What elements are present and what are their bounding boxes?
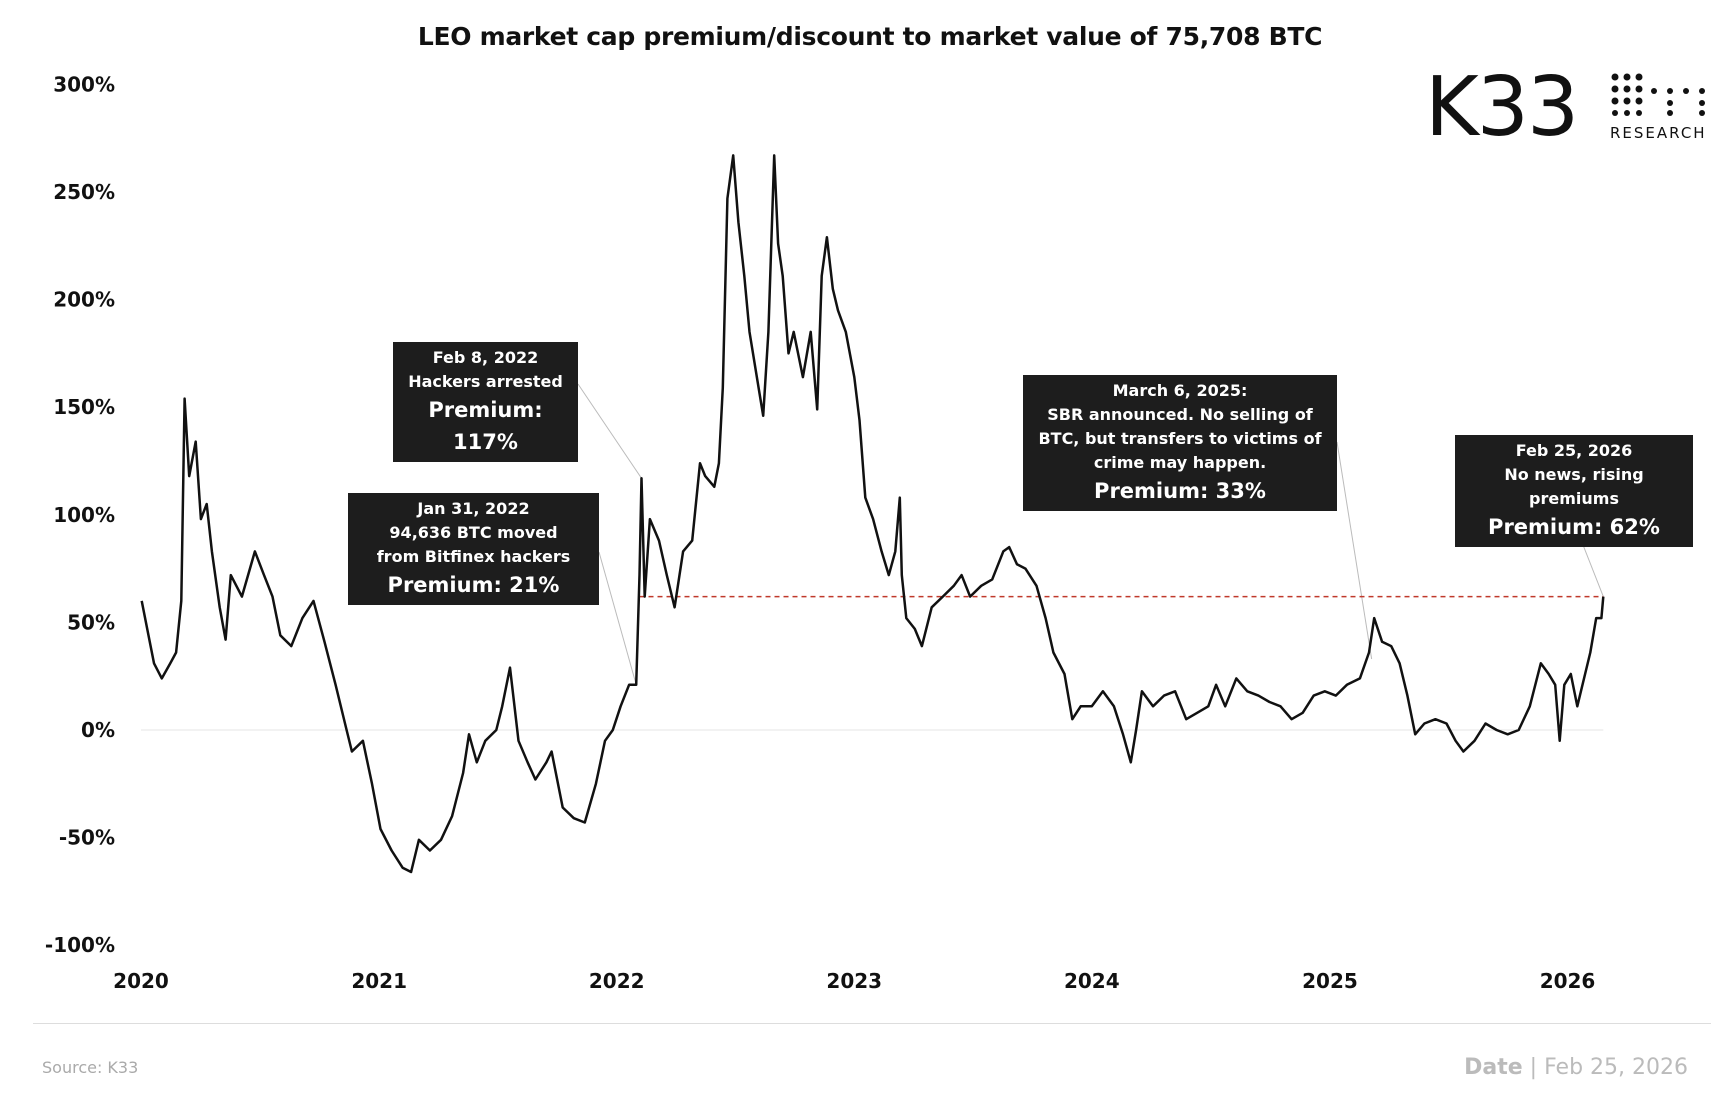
- annotation-text: 94,636 BTC moved from Bitfinex hackers: [376, 523, 571, 566]
- annotation-feb-8-2022: Feb 8, 2022 Hackers arrested Premium: 11…: [393, 342, 578, 462]
- y-tick-label: -100%: [45, 933, 115, 957]
- annotation-feb-25-2026: Feb 25, 2026 No news, rising premiums Pr…: [1455, 435, 1693, 547]
- logo-dot-grid-icon: [1611, 73, 1705, 116]
- x-tick-label: 2024: [1064, 969, 1120, 993]
- annotation-premium: Premium: 117%: [428, 398, 543, 454]
- x-tick-label: 2020: [113, 969, 169, 993]
- annotation-text: No news, rising premiums: [1504, 465, 1644, 508]
- annotation-jan-31-2022: Jan 31, 2022 94,636 BTC moved from Bitfi…: [348, 493, 599, 605]
- x-tick-label: 2026: [1540, 969, 1596, 993]
- annotation-premium: Premium: 62%: [1488, 515, 1660, 539]
- y-tick-label: 300%: [53, 72, 115, 96]
- annotation-premium: Premium: 21%: [387, 573, 560, 597]
- y-tick-label: 200%: [53, 288, 115, 312]
- x-tick-label: 2023: [826, 969, 882, 993]
- y-axis: 300% 250% 200% 150% 100% 50% 0% -50% -100%: [45, 72, 115, 957]
- annotation-date: Feb 8, 2022: [432, 348, 539, 367]
- y-tick-label: 50%: [67, 610, 115, 634]
- y-tick-label: 100%: [53, 503, 115, 527]
- annotation-connector: [1336, 441, 1373, 660]
- annotation-text: SBR announced. No selling of BTC, but tr…: [1038, 405, 1322, 472]
- chart-title: LEO market cap premium/discount to marke…: [417, 22, 1323, 51]
- x-tick-label: 2022: [589, 969, 645, 993]
- logo-subtitle: RESEARCH: [1610, 124, 1707, 142]
- annotation-date: Feb 25, 2026: [1515, 441, 1633, 460]
- date-stamp: Date | Feb 25, 2026: [1464, 1055, 1688, 1080]
- premium-series-line: [140, 154, 1605, 874]
- annotation-connectors: [577, 383, 1604, 685]
- date-value: Feb 25, 2026: [1544, 1055, 1688, 1080]
- k33-research-logo: K33 RESEARCH: [1425, 60, 1715, 155]
- source-label: Source: K33: [42, 1058, 139, 1077]
- date-label: Date: [1464, 1055, 1523, 1080]
- annotation-march-6-2025: March 6, 2025: SBR announced. No selling…: [1023, 375, 1337, 511]
- annotation-text: Hackers arrested: [408, 372, 563, 391]
- annotation-date: Jan 31, 2022: [417, 499, 530, 518]
- y-tick-label: 250%: [53, 180, 115, 204]
- annotation-connector: [598, 551, 637, 685]
- y-tick-label: 0%: [81, 718, 115, 742]
- logo-wordmark: K33: [1425, 60, 1579, 155]
- annotation-connector: [577, 383, 642, 479]
- x-tick-label: 2025: [1302, 969, 1358, 993]
- annotation-premium: Premium: 33%: [1094, 479, 1266, 503]
- x-tick-label: 2021: [351, 969, 407, 993]
- footer-divider: [33, 1023, 1711, 1024]
- y-tick-label: 150%: [53, 395, 115, 419]
- annotation-date: March 6, 2025:: [1112, 381, 1248, 400]
- x-axis: 2020 2021 2022 2023 2024 2025 2026: [113, 969, 1595, 993]
- y-tick-label: -50%: [59, 826, 115, 850]
